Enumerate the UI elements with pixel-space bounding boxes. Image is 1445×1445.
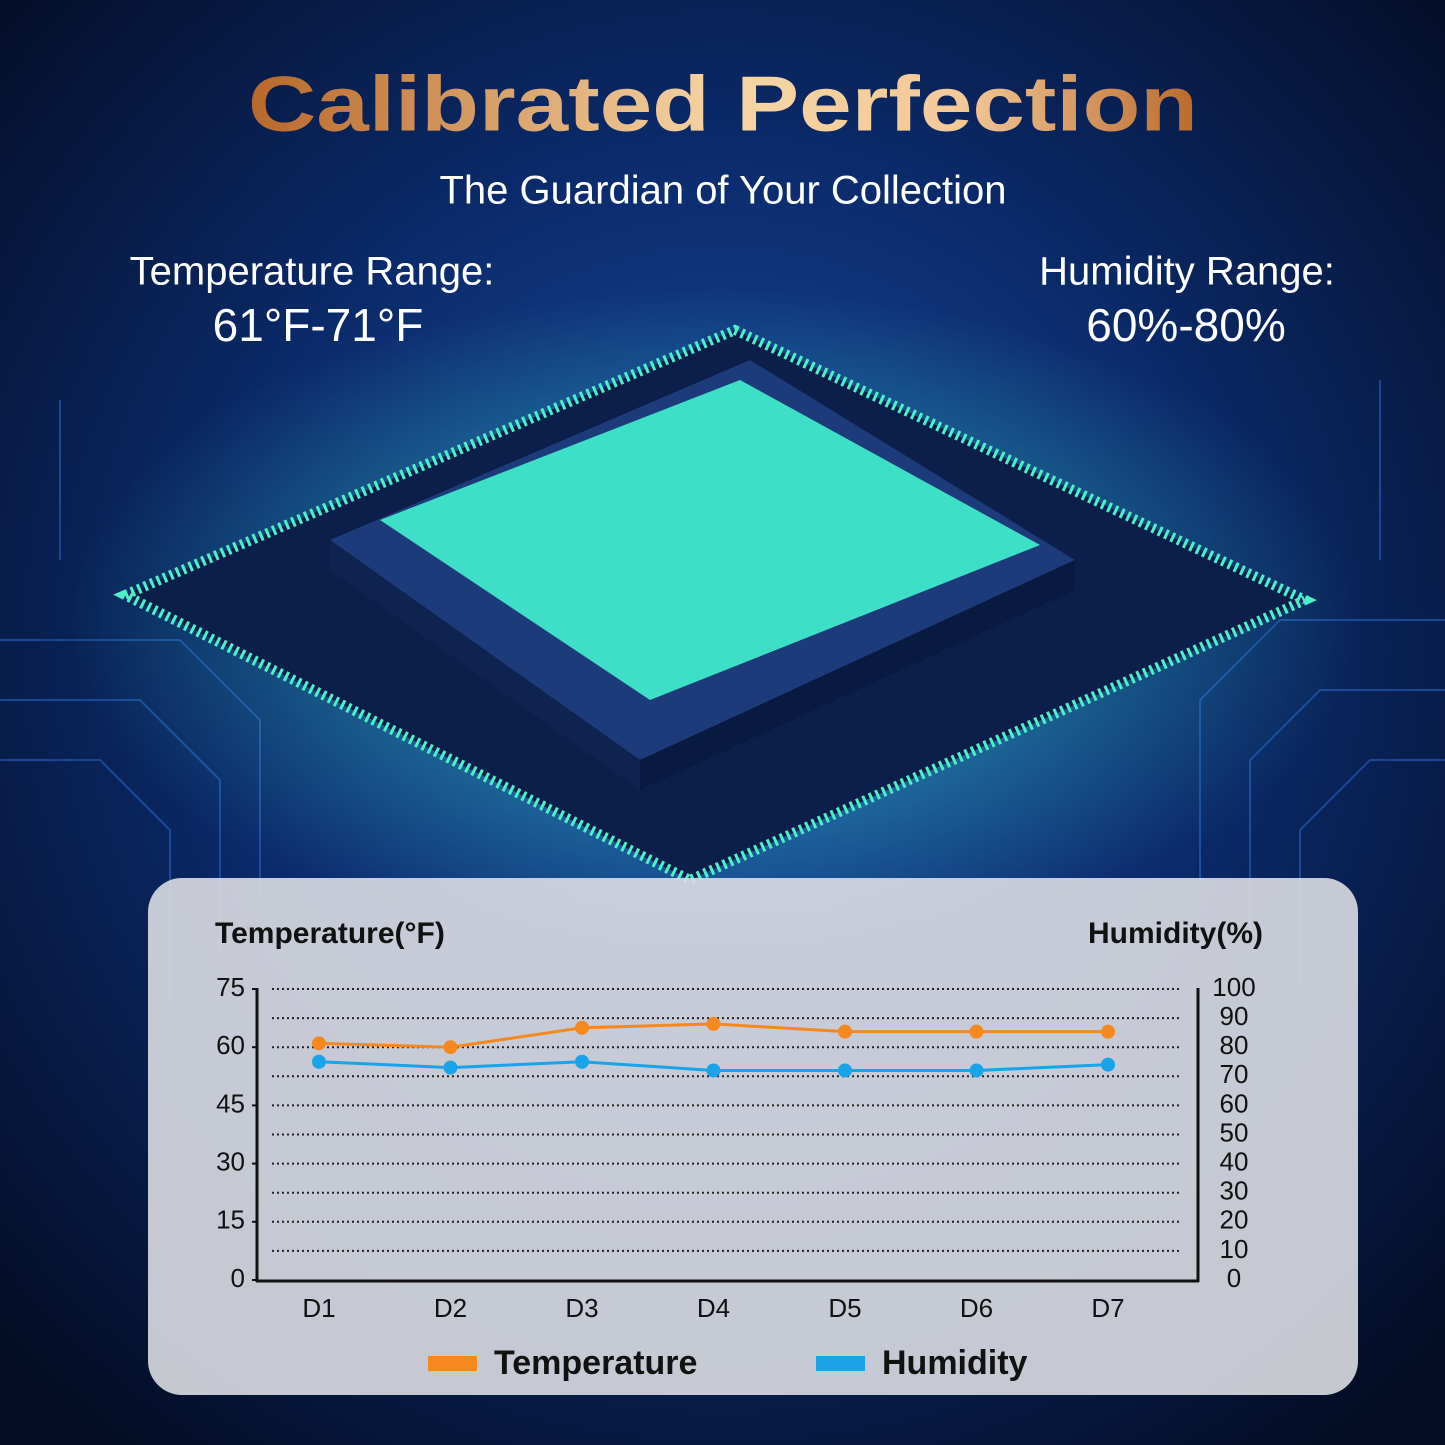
data-point [838, 1063, 852, 1078]
data-point [706, 1063, 721, 1078]
y2-tick-label: 70 [1220, 1059, 1249, 1089]
x-tick-label: D6 [960, 1293, 993, 1323]
data-point [443, 1040, 458, 1055]
legend-label: Temperature [494, 1344, 697, 1382]
y2-tick-label: 100 [1212, 972, 1255, 1002]
spec-label: Humidity Range: [1039, 250, 1335, 294]
y-tick-label: 15 [216, 1205, 245, 1235]
legend-swatch [428, 1356, 477, 1371]
y2-tick-label: 20 [1220, 1205, 1249, 1235]
data-point [312, 1036, 326, 1051]
chip-die [380, 380, 1040, 700]
y-tick-label: 75 [216, 972, 245, 1002]
y2-tick-label: 0 [1227, 1263, 1241, 1293]
legend-label: Humidity [882, 1344, 1028, 1382]
data-point [838, 1024, 852, 1039]
y-tick-label: 60 [216, 1030, 245, 1060]
y2-tick-label: 60 [1220, 1088, 1249, 1118]
x-tick-label: D1 [302, 1293, 335, 1323]
x-tick-label: D7 [1091, 1293, 1124, 1323]
data-point [575, 1020, 589, 1035]
y-tick-label: 30 [216, 1146, 245, 1176]
y2-tick-label: 90 [1220, 1001, 1249, 1031]
x-tick-label: D2 [434, 1293, 467, 1323]
y2-tick-label: 30 [1220, 1176, 1249, 1206]
chart-panel [148, 878, 1358, 1395]
data-point [706, 1016, 721, 1031]
data-point [969, 1024, 984, 1039]
y-tick-label: 45 [216, 1088, 245, 1118]
y2-tick-label: 50 [1220, 1117, 1249, 1147]
y2-tick-label: 40 [1220, 1146, 1249, 1176]
y-axis-title: Temperature(°F) [215, 917, 445, 950]
data-point [312, 1054, 326, 1069]
subtitle: The Guardian of Your Collection [439, 169, 1006, 213]
legend-swatch [816, 1356, 865, 1371]
x-tick-label: D4 [697, 1293, 730, 1323]
chip-side [330, 540, 640, 790]
y2-tick-label: 10 [1220, 1234, 1249, 1264]
data-point [1101, 1024, 1115, 1039]
spec-label: Temperature Range: [130, 250, 495, 294]
y2-axis-title: Humidity(%) [1088, 917, 1263, 950]
y2-tick-label: 80 [1220, 1030, 1249, 1060]
data-point [969, 1063, 984, 1078]
data-point [1101, 1057, 1115, 1072]
spec-value: 61°F-71°F [213, 299, 424, 351]
data-point [443, 1060, 458, 1075]
x-tick-label: D3 [565, 1293, 598, 1323]
x-tick-label: D5 [828, 1293, 861, 1323]
spec-value: 60%-80% [1086, 299, 1285, 351]
title: Calibrated Perfection [248, 60, 1198, 148]
data-point [575, 1054, 589, 1069]
y-tick-label: 0 [231, 1263, 245, 1293]
chip-side [640, 560, 1075, 790]
